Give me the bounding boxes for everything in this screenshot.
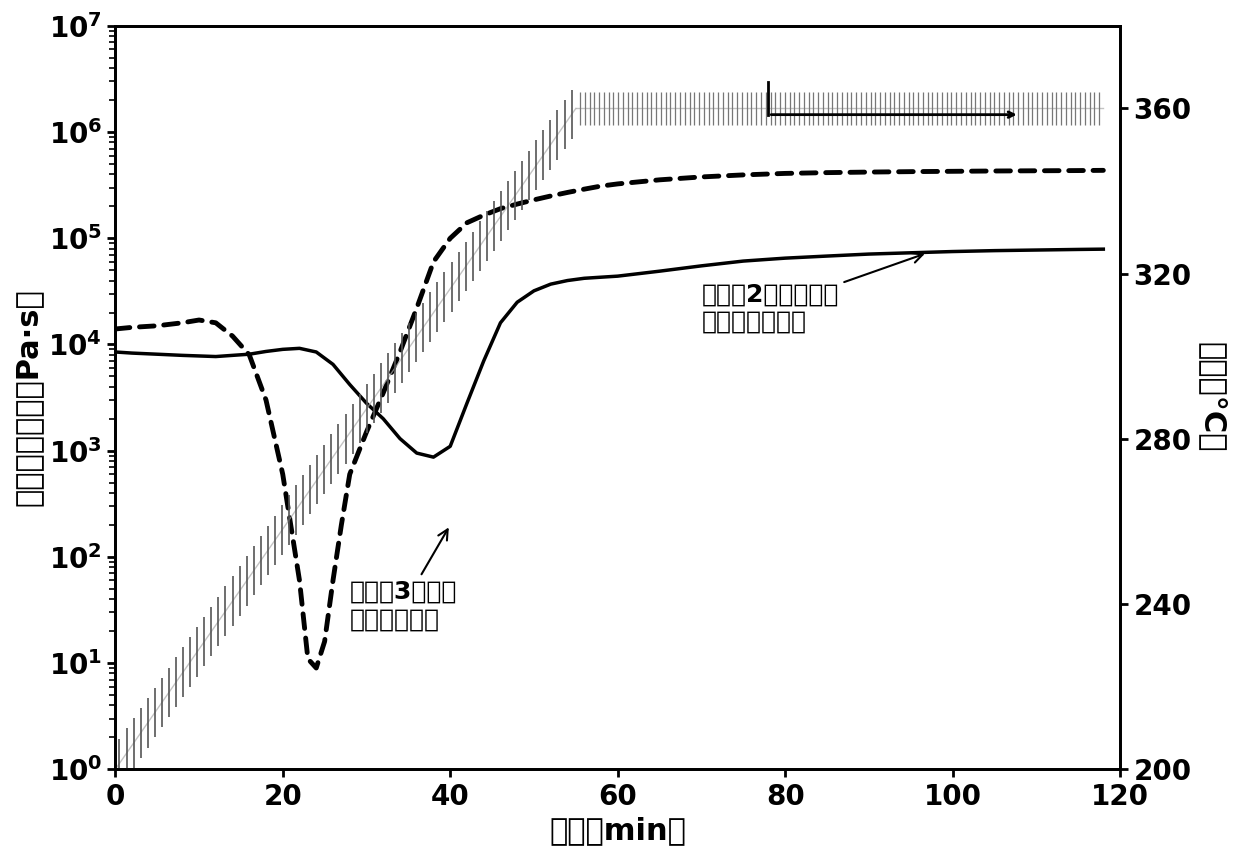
Text: 实施例2提供的液晶
聚酯酰亚胺粉末: 实施例2提供的液晶 聚酯酰亚胺粉末 — [702, 253, 923, 334]
Y-axis label: 温度（°C）: 温度（°C） — [1197, 343, 1226, 453]
Y-axis label: 复合熔融粘度（Pa·s）: 复合熔融粘度（Pa·s） — [14, 289, 43, 507]
Text: 实施例3提供的
液晶聚酯粉末: 实施例3提供的 液晶聚酯粉末 — [350, 529, 458, 631]
X-axis label: 时间（min）: 时间（min） — [549, 816, 686, 845]
